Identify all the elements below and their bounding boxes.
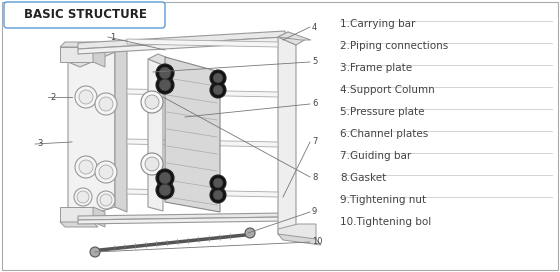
Polygon shape — [60, 47, 93, 62]
Circle shape — [75, 86, 97, 108]
Text: 10: 10 — [312, 237, 323, 246]
Text: 2.Piping connections: 2.Piping connections — [340, 41, 448, 51]
Circle shape — [210, 82, 226, 98]
Text: 6.Channel plates: 6.Channel plates — [340, 129, 428, 139]
Text: 6: 6 — [312, 100, 318, 109]
Circle shape — [145, 95, 159, 109]
Text: 4.Support Column: 4.Support Column — [340, 85, 435, 95]
Text: 7: 7 — [312, 138, 318, 147]
Circle shape — [159, 184, 171, 196]
Text: BASIC STRUCTURE: BASIC STRUCTURE — [24, 8, 146, 21]
Polygon shape — [78, 213, 285, 220]
Circle shape — [156, 181, 174, 199]
Text: 4: 4 — [312, 23, 318, 32]
Polygon shape — [68, 42, 115, 222]
Circle shape — [90, 247, 100, 257]
Circle shape — [145, 157, 159, 171]
Polygon shape — [278, 234, 321, 245]
Circle shape — [159, 172, 171, 184]
Text: 8: 8 — [312, 172, 318, 181]
Circle shape — [159, 79, 171, 91]
Polygon shape — [278, 32, 306, 45]
Circle shape — [213, 190, 223, 200]
Polygon shape — [148, 54, 173, 65]
Text: 1: 1 — [110, 32, 115, 42]
Polygon shape — [78, 217, 285, 224]
Polygon shape — [127, 139, 278, 147]
Polygon shape — [78, 37, 285, 54]
Polygon shape — [127, 189, 278, 197]
Text: 8.Gasket: 8.Gasket — [340, 173, 386, 183]
Circle shape — [156, 169, 174, 187]
Polygon shape — [165, 57, 220, 212]
Polygon shape — [93, 47, 105, 67]
Polygon shape — [60, 207, 93, 222]
Circle shape — [100, 194, 112, 206]
Polygon shape — [60, 222, 98, 227]
Circle shape — [159, 67, 171, 79]
Circle shape — [213, 178, 223, 188]
Text: 9.Tightening nut: 9.Tightening nut — [340, 195, 426, 205]
Circle shape — [210, 187, 226, 203]
Polygon shape — [148, 59, 163, 211]
FancyBboxPatch shape — [4, 2, 165, 28]
Circle shape — [245, 228, 255, 238]
Circle shape — [156, 76, 174, 94]
Circle shape — [141, 91, 163, 113]
Circle shape — [79, 90, 93, 104]
Circle shape — [97, 191, 115, 209]
Circle shape — [141, 153, 163, 175]
Polygon shape — [78, 31, 285, 49]
Polygon shape — [60, 42, 98, 47]
Circle shape — [75, 156, 97, 178]
Polygon shape — [93, 207, 105, 227]
Circle shape — [74, 188, 92, 206]
Polygon shape — [278, 32, 311, 40]
Polygon shape — [68, 42, 127, 67]
Text: 7.Guiding bar: 7.Guiding bar — [340, 151, 411, 161]
Text: 1.Carrying bar: 1.Carrying bar — [340, 19, 416, 29]
Circle shape — [95, 161, 117, 183]
Circle shape — [210, 70, 226, 86]
Polygon shape — [278, 224, 316, 239]
Text: 5: 5 — [312, 57, 318, 66]
Polygon shape — [278, 37, 296, 239]
Text: 3.Frame plate: 3.Frame plate — [340, 63, 412, 73]
Circle shape — [99, 165, 113, 179]
Circle shape — [213, 85, 223, 95]
Text: 10.Tightening bol: 10.Tightening bol — [340, 217, 431, 227]
Circle shape — [210, 175, 226, 191]
Polygon shape — [127, 39, 278, 47]
Circle shape — [156, 64, 174, 82]
Text: 3: 3 — [37, 140, 43, 149]
Circle shape — [213, 73, 223, 83]
Circle shape — [79, 160, 93, 174]
Circle shape — [99, 97, 113, 111]
Text: 2: 2 — [50, 92, 55, 101]
Polygon shape — [115, 42, 127, 212]
Text: 5.Pressure plate: 5.Pressure plate — [340, 107, 424, 117]
Polygon shape — [127, 89, 278, 97]
Circle shape — [77, 191, 89, 203]
Text: 9: 9 — [312, 208, 318, 217]
Circle shape — [95, 93, 117, 115]
